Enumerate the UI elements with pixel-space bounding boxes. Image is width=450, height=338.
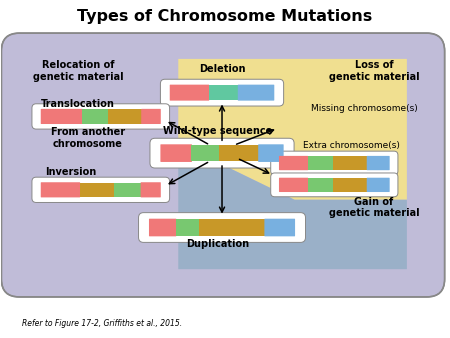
FancyBboxPatch shape bbox=[170, 84, 209, 101]
FancyBboxPatch shape bbox=[219, 145, 259, 162]
FancyBboxPatch shape bbox=[160, 144, 192, 162]
FancyBboxPatch shape bbox=[114, 183, 141, 197]
FancyBboxPatch shape bbox=[271, 151, 398, 175]
FancyBboxPatch shape bbox=[139, 213, 306, 242]
Text: Inversion: Inversion bbox=[45, 167, 97, 177]
Text: From another
chromosome: From another chromosome bbox=[51, 127, 125, 149]
Text: Gain of
genetic material: Gain of genetic material bbox=[329, 197, 419, 218]
FancyBboxPatch shape bbox=[80, 183, 114, 197]
Text: Translocation: Translocation bbox=[41, 99, 115, 108]
Polygon shape bbox=[178, 59, 407, 200]
Text: Missing chromosome(s): Missing chromosome(s) bbox=[311, 104, 418, 113]
FancyBboxPatch shape bbox=[1, 33, 445, 297]
Text: Relocation of
genetic material: Relocation of genetic material bbox=[32, 60, 123, 81]
FancyBboxPatch shape bbox=[308, 178, 333, 192]
FancyBboxPatch shape bbox=[32, 177, 170, 202]
FancyBboxPatch shape bbox=[209, 85, 238, 100]
FancyBboxPatch shape bbox=[258, 144, 284, 162]
Text: Extra chromosome(s): Extra chromosome(s) bbox=[303, 141, 400, 150]
FancyBboxPatch shape bbox=[160, 79, 284, 106]
FancyBboxPatch shape bbox=[367, 178, 390, 192]
FancyBboxPatch shape bbox=[140, 182, 161, 197]
Text: Types of Chromosome Mutations: Types of Chromosome Mutations bbox=[77, 9, 373, 24]
FancyBboxPatch shape bbox=[176, 219, 199, 236]
FancyBboxPatch shape bbox=[191, 145, 219, 162]
FancyBboxPatch shape bbox=[199, 219, 265, 236]
FancyBboxPatch shape bbox=[279, 178, 308, 192]
FancyBboxPatch shape bbox=[150, 138, 294, 168]
FancyBboxPatch shape bbox=[367, 156, 390, 170]
Text: Wild-type sequence: Wild-type sequence bbox=[163, 126, 273, 136]
FancyBboxPatch shape bbox=[279, 156, 308, 170]
Text: Duplication: Duplication bbox=[186, 239, 250, 249]
Text: Loss of
genetic material: Loss of genetic material bbox=[329, 60, 419, 81]
FancyBboxPatch shape bbox=[238, 84, 274, 101]
FancyBboxPatch shape bbox=[41, 109, 83, 124]
FancyBboxPatch shape bbox=[271, 173, 398, 197]
FancyBboxPatch shape bbox=[41, 182, 80, 197]
FancyBboxPatch shape bbox=[333, 156, 367, 170]
FancyBboxPatch shape bbox=[108, 110, 142, 123]
FancyBboxPatch shape bbox=[32, 104, 170, 129]
FancyBboxPatch shape bbox=[82, 110, 108, 123]
Text: Refer to Figure 17-2, Griffiths et al., 2015.: Refer to Figure 17-2, Griffiths et al., … bbox=[22, 319, 182, 328]
Polygon shape bbox=[178, 143, 407, 269]
Text: Deletion: Deletion bbox=[199, 64, 245, 74]
FancyBboxPatch shape bbox=[149, 219, 176, 236]
FancyBboxPatch shape bbox=[308, 156, 333, 170]
FancyBboxPatch shape bbox=[141, 109, 161, 124]
FancyBboxPatch shape bbox=[265, 219, 295, 236]
FancyBboxPatch shape bbox=[333, 178, 367, 192]
